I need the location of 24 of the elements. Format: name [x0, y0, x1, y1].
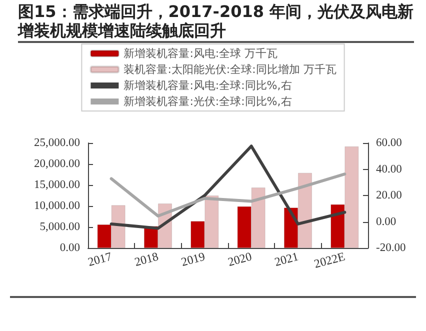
y2-tick-label: 40.00 [376, 163, 402, 176]
line-series [110, 172, 346, 218]
y2-tick-label: 0.00 [376, 216, 396, 228]
x-tick-label: 2022E [312, 249, 346, 271]
y-tick-label: 20,000.00 [34, 158, 80, 170]
y2-tick-label: -20.00 [376, 242, 406, 254]
x-tick-label: 2021 [273, 249, 300, 269]
chart-title: 图15：需求端回升，2017-2018 年间，光伏及风电新增装机规模增速陆续触底回升 [18, 2, 414, 43]
y-tick-label: 0.00 [60, 242, 80, 254]
legend-label: 装机容量:太阳能光伏:全球:同比增加 万千瓦 [124, 63, 336, 76]
line-series [110, 144, 346, 230]
y2-tick-label: 60.00 [376, 137, 402, 149]
y-tick-label: 5,000.00 [40, 221, 80, 233]
x-tick-label: 2017 [86, 249, 114, 269]
y-tick-label: 10,000.00 [34, 200, 80, 212]
y-tick-label: 15,000.00 [34, 179, 80, 191]
legend-label: 新增装机容量:风电:全球:同比%,右 [124, 79, 292, 92]
x-tick-label: 2019 [180, 249, 206, 269]
x-tick-label: 2020 [226, 249, 254, 269]
legend-label: 新增装机容量:风电:全球 万千瓦 [124, 47, 278, 60]
x-tick-label: 2018 [133, 249, 160, 269]
y-tick-label: 25,000.00 [34, 137, 80, 149]
y2-tick-label: 20.00 [376, 190, 402, 202]
legend-label: 新增装机容量:光伏:全球:同比%,右 [124, 95, 292, 108]
